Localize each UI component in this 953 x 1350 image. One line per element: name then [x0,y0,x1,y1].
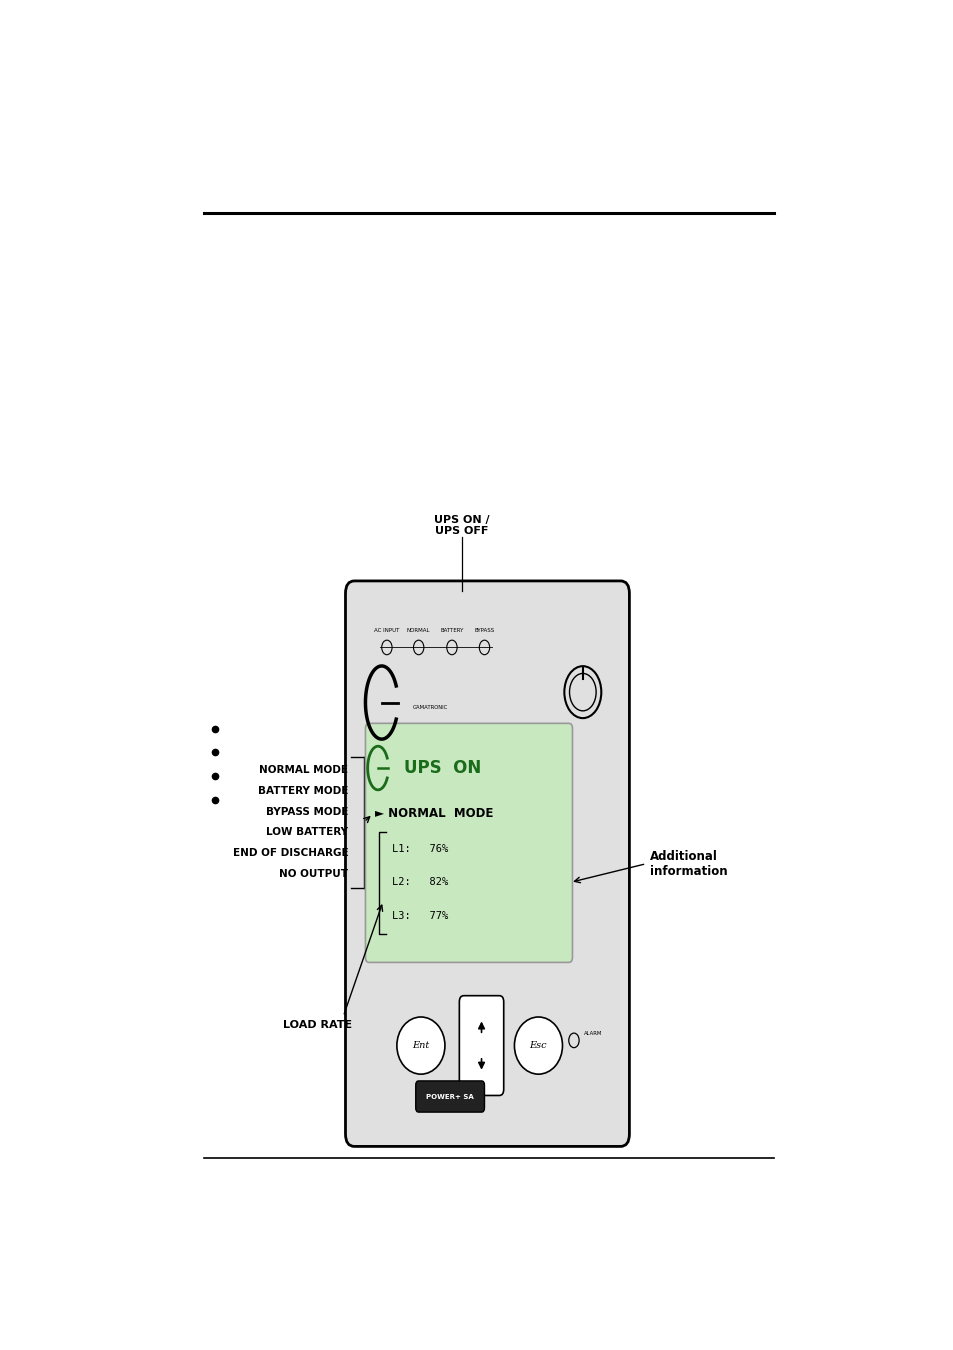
FancyBboxPatch shape [345,580,629,1146]
Ellipse shape [514,1017,562,1075]
Text: NO OUTPUT: NO OUTPUT [279,869,348,879]
Text: AC INPUT: AC INPUT [374,628,399,633]
Text: Esc: Esc [529,1041,547,1050]
FancyBboxPatch shape [459,996,503,1095]
FancyBboxPatch shape [416,1081,484,1112]
Text: UPS  ON: UPS ON [403,759,480,778]
Text: L1:   76%: L1: 76% [392,844,448,855]
Text: BYPASS MODE: BYPASS MODE [266,807,348,817]
Text: ► NORMAL  MODE: ► NORMAL MODE [375,807,493,821]
Text: Additional
information: Additional information [649,849,727,878]
Text: BYPASS: BYPASS [474,628,494,633]
FancyBboxPatch shape [365,724,572,963]
Text: GAMATRONIC: GAMATRONIC [413,705,448,710]
Text: NORMAL: NORMAL [407,628,430,633]
Text: ALARM: ALARM [583,1030,602,1035]
Text: L2:   82%: L2: 82% [392,878,448,887]
Text: NORMAL MODE: NORMAL MODE [259,765,348,775]
Text: BATTERY: BATTERY [439,628,463,633]
Text: L3:   77%: L3: 77% [392,911,448,921]
Text: Ent: Ent [412,1041,429,1050]
Ellipse shape [396,1017,444,1075]
Text: POWER+ SA: POWER+ SA [426,1094,474,1099]
Text: LOAD RATE: LOAD RATE [282,1019,352,1030]
Text: LOW BATTERY: LOW BATTERY [266,828,348,837]
Text: BATTERY MODE: BATTERY MODE [258,786,348,796]
Text: END OF DISCHARGE: END OF DISCHARGE [233,848,348,859]
Text: UPS ON /
UPS OFF: UPS ON / UPS OFF [434,514,489,536]
